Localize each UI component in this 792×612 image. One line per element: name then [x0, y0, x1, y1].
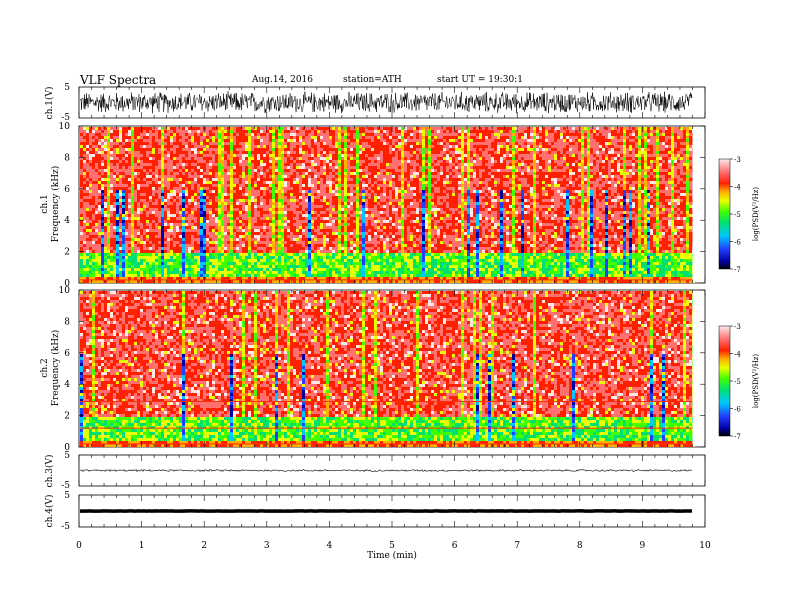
x-tick-label: 0: [76, 541, 82, 551]
ch1-colorbar: -3 -4 -5 -6 -7 log(PSD(V²/Hz): [718, 156, 760, 274]
x-tick-label: 1: [139, 541, 145, 551]
colorbar-tick-label: -3: [734, 156, 741, 164]
x-tick-label: 7: [514, 541, 520, 551]
ch4-ytick-top: 5: [64, 491, 70, 501]
colorbar-tick-label: -6: [734, 239, 741, 247]
ch1-ytick-top: 5: [64, 83, 70, 93]
y-tick-label: 4: [64, 380, 70, 390]
ch1-colorbar-bar: [718, 158, 731, 270]
colorbar-tick-label: -3: [734, 323, 741, 331]
ch4-waveform-panel: 5 -5 ch.4(V): [44, 491, 706, 532]
ch1-waveform-trace: [79, 91, 693, 114]
x-tick-label: 9: [640, 541, 646, 551]
y-tick-label: 10: [59, 122, 71, 132]
y-tick-label: 10: [59, 286, 71, 296]
x-tick-label: 8: [577, 541, 583, 551]
time-ticks: [78, 87, 706, 527]
x-tick-label: 5: [389, 541, 395, 551]
header-start-time: start UT = 19:30:1: [437, 75, 523, 85]
colorbar-tick-label: -4: [734, 351, 741, 359]
ch1-waveform-panel: 5 -5 ch.1(V): [44, 83, 706, 123]
x-tick-labels: 0 1 2 3 4 5 6 7 8 9 10: [76, 541, 711, 551]
ch1-waveform-ylabel: ch.1(V): [44, 87, 55, 120]
ch2-spectrogram-ylabel: Frequency (kHz): [50, 330, 61, 407]
ch2-colorbar-label: log(PSD(V²/Hz): [752, 354, 760, 409]
x-tick-label: 6: [452, 541, 458, 551]
figure-title: VLF Spectra: [79, 73, 156, 87]
ch3-waveform-panel: 5 -5 ch.3(V): [44, 451, 706, 491]
ch3-waveform-ylabel: ch.3(V): [44, 455, 55, 488]
ch2-spectrogram-yticks: 0 2 4 6 8 10: [59, 286, 705, 453]
x-axis-label: Time (min): [367, 550, 417, 561]
ch1-spectrogram-ylabel-channel: ch.1: [40, 194, 50, 213]
x-tick-label: 3: [264, 541, 270, 551]
x-tick-label: 2: [201, 541, 207, 551]
header-station: station=ATH: [343, 75, 402, 85]
ch1-colorbar-ticks: -3 -4 -5 -6 -7: [730, 156, 741, 274]
ch2-spectrogram-panel: 0 2 4 6 8 10 ch.2 Frequency (kHz): [40, 286, 706, 453]
ch1-spectrogram-yticks: 0 2 4 6 8 10: [59, 122, 705, 289]
x-tick-label: 10: [699, 541, 711, 551]
header-date: Aug.14, 2016: [251, 75, 313, 85]
y-tick-label: 0: [64, 279, 70, 289]
ch3-ytick-top: 5: [64, 451, 70, 461]
x-tick-label: 4: [327, 541, 333, 551]
colorbar-tick-label: -7: [734, 266, 741, 274]
ch1-spectrogram-ylabel: Frequency (kHz): [50, 166, 61, 243]
ch1-spectrogram-image: [80, 126, 705, 283]
y-tick-label: 8: [64, 317, 70, 327]
y-tick-label: 6: [64, 185, 70, 195]
y-tick-label: 2: [64, 412, 70, 422]
ch1-spectrogram-panel: 0 2 4 6 8 10 ch.1 Frequency (kHz): [40, 122, 706, 289]
ch2-colorbar-ticks: -3 -4 -5 -6 -7: [730, 323, 741, 441]
y-tick-label: 8: [64, 153, 70, 163]
ch1-ytick-bottom: -5: [61, 113, 70, 123]
ch2-spectrogram-ylabel-channel: ch.2: [40, 358, 50, 377]
colorbar-tick-label: -5: [734, 211, 741, 219]
y-tick-label: 4: [64, 216, 70, 226]
ch2-spectrogram-image: [80, 290, 705, 447]
colorbar-tick-label: -4: [734, 184, 741, 192]
ch1-colorbar-label: log(PSD(V²/Hz): [752, 187, 760, 242]
ch4-waveform-ylabel: ch.4(V): [44, 495, 55, 528]
ch3-waveform-trace: [79, 468, 693, 473]
colorbar-tick-label: -6: [734, 406, 741, 414]
colorbar-tick-label: -5: [734, 378, 741, 386]
y-tick-label: 0: [64, 443, 70, 453]
ch2-colorbar-bar: [718, 325, 731, 437]
ch2-colorbar: -3 -4 -5 -6 -7 log(PSD(V²/Hz): [718, 323, 760, 441]
ch3-ytick-bottom: -5: [61, 481, 70, 491]
colorbar-tick-label: -7: [734, 433, 741, 441]
ch4-ytick-bottom: -5: [61, 522, 70, 532]
y-tick-label: 2: [64, 248, 70, 258]
y-tick-label: 6: [64, 349, 70, 359]
